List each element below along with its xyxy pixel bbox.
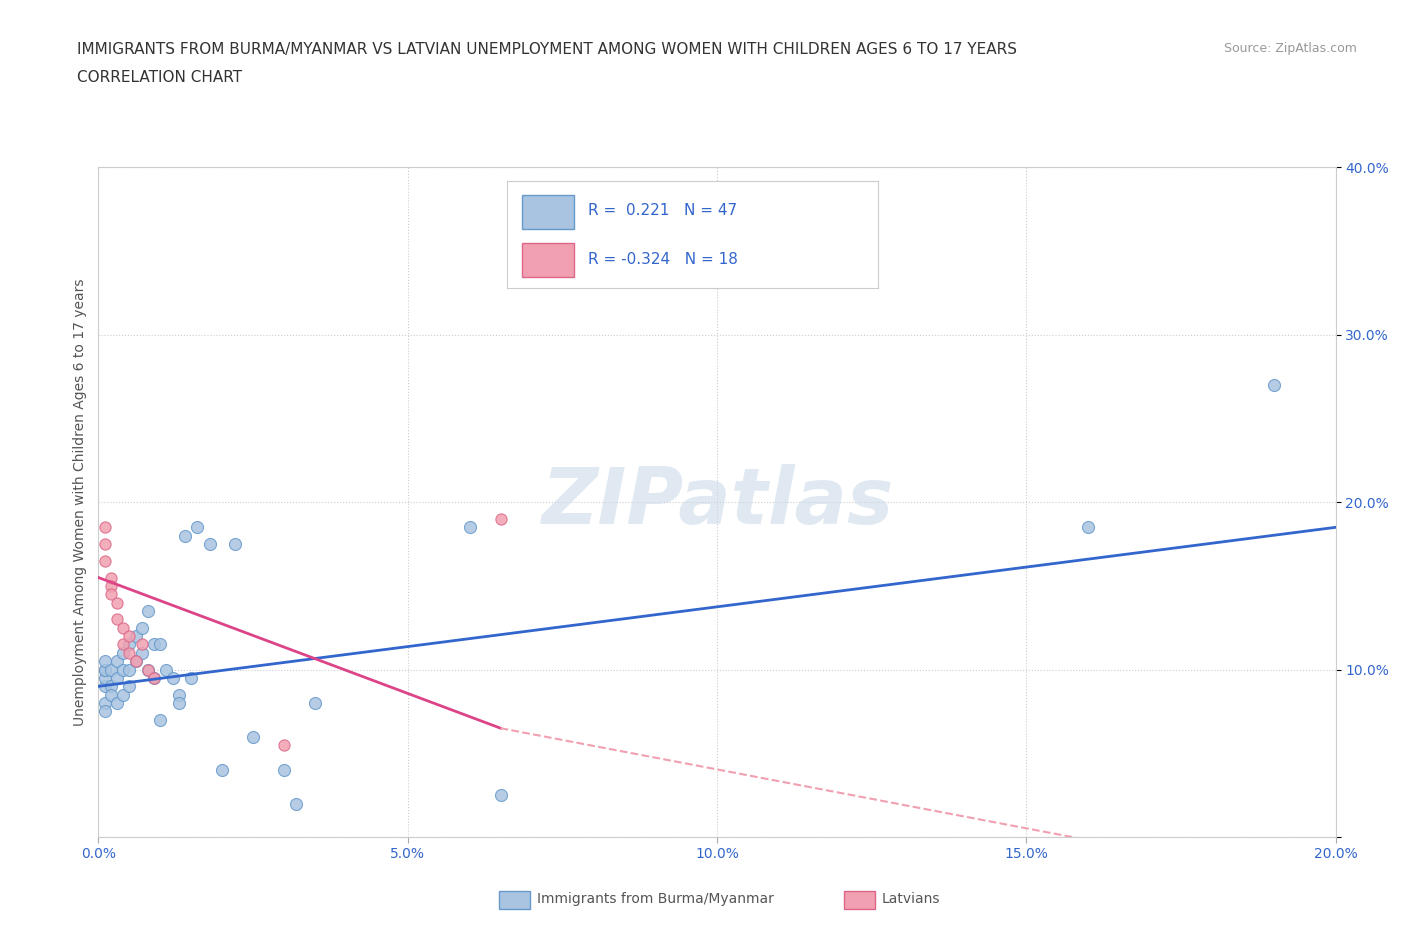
Point xyxy=(149,712,172,727)
Point xyxy=(143,671,166,685)
Point xyxy=(93,679,115,694)
Point xyxy=(131,637,153,652)
Point xyxy=(105,654,128,669)
Text: ZIPatlas: ZIPatlas xyxy=(541,464,893,540)
Point xyxy=(93,662,115,677)
Point xyxy=(112,620,135,635)
Point xyxy=(93,520,115,535)
Point xyxy=(458,520,481,535)
Point xyxy=(174,528,197,543)
Point xyxy=(304,696,326,711)
Point xyxy=(143,671,166,685)
Point xyxy=(93,654,115,669)
Point xyxy=(124,629,146,644)
Point xyxy=(118,629,141,644)
Point xyxy=(131,645,153,660)
Point xyxy=(136,662,159,677)
Point xyxy=(93,696,115,711)
Point xyxy=(93,662,115,677)
Point xyxy=(149,637,172,652)
Point xyxy=(112,645,135,660)
Text: CORRELATION CHART: CORRELATION CHART xyxy=(77,70,242,85)
Point xyxy=(136,604,159,618)
Point xyxy=(105,696,128,711)
Text: Immigrants from Burma/Myanmar: Immigrants from Burma/Myanmar xyxy=(537,892,773,907)
Point xyxy=(242,729,264,744)
Point xyxy=(285,796,308,811)
Point xyxy=(273,763,295,777)
Text: Source: ZipAtlas.com: Source: ZipAtlas.com xyxy=(1223,42,1357,55)
Text: IMMIGRANTS FROM BURMA/MYANMAR VS LATVIAN UNEMPLOYMENT AMONG WOMEN WITH CHILDREN : IMMIGRANTS FROM BURMA/MYANMAR VS LATVIAN… xyxy=(77,42,1018,57)
Point xyxy=(93,553,115,568)
Point xyxy=(100,587,122,602)
Point xyxy=(93,704,115,719)
Point xyxy=(211,763,233,777)
Point xyxy=(118,637,141,652)
Point xyxy=(112,637,135,652)
Point xyxy=(143,637,166,652)
Point xyxy=(162,671,184,685)
Point xyxy=(105,612,128,627)
Point xyxy=(273,737,295,752)
Y-axis label: Unemployment Among Women with Children Ages 6 to 17 years: Unemployment Among Women with Children A… xyxy=(73,278,87,726)
Point xyxy=(93,537,115,551)
Point xyxy=(1077,520,1099,535)
Point xyxy=(124,654,146,669)
Point xyxy=(167,687,190,702)
Point xyxy=(118,679,141,694)
Point xyxy=(180,671,202,685)
Point xyxy=(100,662,122,677)
Point xyxy=(118,645,141,660)
Point xyxy=(167,696,190,711)
Point xyxy=(112,662,135,677)
Point xyxy=(489,788,512,803)
Point xyxy=(198,537,221,551)
Point xyxy=(100,570,122,585)
Point xyxy=(186,520,208,535)
Point xyxy=(155,662,177,677)
Point xyxy=(93,671,115,685)
Point xyxy=(112,687,135,702)
Point xyxy=(105,595,128,610)
Point xyxy=(100,687,122,702)
Point xyxy=(118,662,141,677)
Point xyxy=(224,537,246,551)
Point xyxy=(100,578,122,593)
Point xyxy=(124,654,146,669)
Point xyxy=(100,679,122,694)
Point xyxy=(131,620,153,635)
Point xyxy=(105,671,128,685)
Point xyxy=(136,662,159,677)
Point xyxy=(1263,378,1285,392)
Point xyxy=(489,512,512,526)
Text: Latvians: Latvians xyxy=(882,892,941,907)
